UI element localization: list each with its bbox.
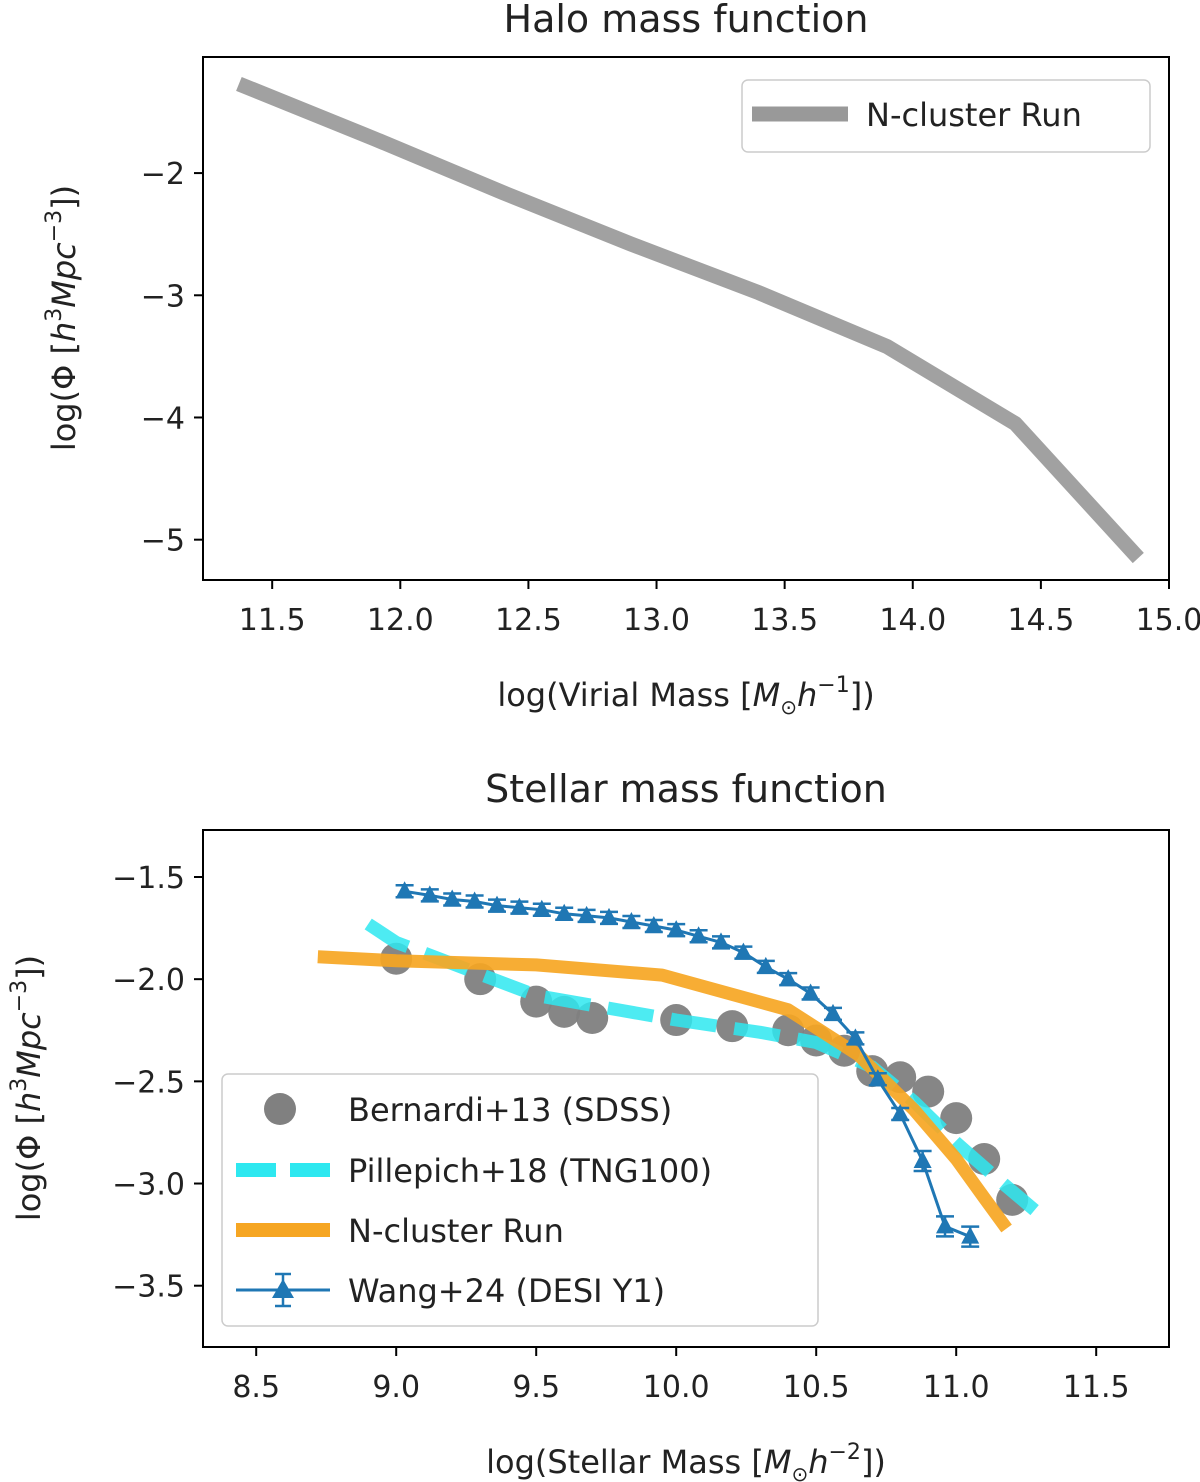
chart-2-x-axis-label: log(Stellar Mass [M⊙h−2]): [486, 1440, 886, 1482]
chart-1-x-axis-label: log(Virial Mass [M⊙h−1]): [497, 673, 874, 719]
chart-2-xtick-label: 10.5: [783, 1370, 850, 1405]
chart-2-plot-area: [317, 881, 1039, 1248]
series-wang-24-desi-y1-chart-2: [395, 881, 980, 1248]
series-wang-24-desi-y1-chart-2-marker: [936, 1216, 954, 1234]
chart-2-title: Stellar mass function: [485, 767, 887, 811]
chart-1-y-ticks: −2 −3 −4 −5: [141, 157, 203, 559]
chart-1-plot-area: [236, 76, 1144, 564]
legend-label-pillepich18: Pillepich+18 (TNG100): [348, 1152, 712, 1190]
chart-2-x-ticks: 8.5 9.0 9.5 10.0 10.5 11.0 11.5: [232, 1347, 1130, 1405]
chart-1-xtick-label: 13.0: [623, 603, 690, 638]
chart-2-axes-frame: [202, 829, 1170, 1348]
series-pillepich-18-tng100-chart-2-line: [364, 918, 1039, 1216]
series-wang-24-desi-y1-chart-2-marker: [488, 895, 506, 913]
series-wang-24-desi-y1-chart-2-marker: [824, 1003, 842, 1021]
chart-2-legend: Bernardi+13 (SDSS) Pillepich+18 (TNG100)…: [221, 1073, 819, 1327]
legend-label-wang24: Wang+24 (DESI Y1): [348, 1272, 665, 1310]
series-wang-24-desi-y1-chart-2-marker: [891, 1104, 910, 1122]
chart-2-y-ticks: −1.5 −2.0 −2.5 −3.0 −3.5: [112, 861, 203, 1305]
chart-1-xtick-label: 11.5: [239, 603, 306, 638]
chart-1-title: Halo mass function: [504, 0, 869, 41]
chart-2-y-axis-label: log(Φ [h3Mpc−3]): [7, 955, 48, 1221]
series-bernardi-13-sdss-chart-2-point: [520, 985, 553, 1018]
series-wang-24-desi-y1-chart-2-marker: [443, 889, 462, 907]
legend-swatch-wang24: [236, 1272, 330, 1308]
chart-2-xtick-label: 8.5: [232, 1370, 280, 1405]
chart-1-xtick-label: 15.0: [1136, 603, 1200, 638]
series-wang-24-desi-y1-chart-2-marker: [600, 907, 618, 925]
chart-2-xtick-label: 10.0: [643, 1370, 710, 1405]
legend-label-n-cluster-run: N-cluster Run: [866, 96, 1082, 134]
series-n-cluster-run-chart-1-line: [236, 76, 1144, 564]
series-wang-24-desi-y1-chart-2-marker: [801, 983, 820, 1001]
legend-swatch-bernardi13: [264, 1093, 296, 1125]
legend-swatch-wang24-marker: [272, 1279, 294, 1298]
chart-1-xtick-label: 14.5: [1007, 603, 1074, 638]
series-n-cluster-run-chart-2-line: [317, 950, 1012, 1233]
chart-2-ytick-label: −3.5: [112, 1270, 185, 1305]
series-n-cluster-run-chart-1: [236, 76, 1144, 564]
series-n-cluster-run-chart-2: [317, 950, 1012, 1233]
series-wang-24-desi-y1-chart-2-marker: [395, 881, 414, 899]
chart-1-xtick-label: 14.0: [879, 603, 946, 638]
series-wang-24-desi-y1-chart-2-marker: [712, 932, 730, 950]
series-wang-24-desi-y1-chart-2-marker: [577, 905, 596, 923]
chart-1-ytick-label: −3: [141, 279, 185, 314]
series-wang-24-desi-y1-chart-2-marker: [420, 885, 439, 903]
chart-1-y-axis-label: log(Φ [h3Mpc−3]): [42, 185, 83, 451]
chart-1-legend-box: [741, 79, 1151, 153]
chart-2-xtick-label: 11.0: [923, 1370, 990, 1405]
series-wang-24-desi-y1-chart-2-marker: [779, 969, 798, 987]
series-wang-24-desi-y1-chart-2-marker: [622, 911, 641, 929]
chart-1-xtick-label: 12.0: [367, 603, 434, 638]
series-wang-24-desi-y1-chart-2-marker: [756, 956, 775, 974]
chart-2-xtick-label: 9.0: [372, 1370, 420, 1405]
series-wang-24-desi-y1-chart-2-marker: [846, 1028, 865, 1046]
series-wang-24-desi-y1-chart-2-marker: [868, 1069, 887, 1087]
legend-label-bernardi13: Bernardi+13 (SDSS): [348, 1091, 672, 1129]
series-wang-24-desi-y1-chart-2-marker: [734, 942, 753, 960]
chart-1-axes-frame: [202, 56, 1170, 581]
chart-2-ytick-label: −2.0: [112, 963, 185, 998]
chart-1-xtick-label: 12.5: [495, 603, 562, 638]
series-wang-24-desi-y1-chart-2-marker: [961, 1226, 980, 1244]
series-wang-24-desi-y1-chart-2-marker: [555, 903, 574, 921]
series-wang-24-desi-y1-chart-2-marker: [465, 891, 484, 909]
chart-1-ytick-label: −4: [141, 401, 185, 436]
chart-2-legend-box: [221, 1073, 819, 1327]
chart-1-ytick-label: −2: [141, 157, 185, 192]
series-pillepich-18-tng100-chart-2: [364, 918, 1039, 1216]
series-wang-24-desi-y1-chart-2-marker: [667, 920, 686, 938]
chart-2-ytick-label: −1.5: [112, 861, 185, 896]
chart-2-ytick-label: −2.5: [112, 1065, 185, 1100]
chart-1-legend: N-cluster Run: [741, 79, 1151, 153]
chart-1-x-ticks: 11.5 12.0 12.5 13.0 13.5 14.0 14.5 15.0: [239, 580, 1200, 638]
chart-2-xtick-label: 11.5: [1063, 1370, 1130, 1405]
series-wang-24-desi-y1-chart-2-marker: [644, 916, 663, 934]
series-bernardi-13-sdss-chart-2-point: [940, 1102, 973, 1135]
halo-mass-function-chart: Halo mass function 11.5 12.0 12.5 13.0 13.5 1…: [42, 0, 1200, 719]
series-wang-24-desi-y1-chart-2-marker: [913, 1151, 932, 1169]
legend-label-n-cluster-run-2: N-cluster Run: [348, 1212, 564, 1250]
series-wang-24-desi-y1-chart-2-marker: [532, 899, 551, 917]
chart-1-ytick-label: −5: [141, 524, 185, 559]
chart-1-xtick-label: 13.5: [751, 603, 818, 638]
stellar-mass-function-chart: Stellar mass function 8.5 9.0 9.5 10.0 10.5 1…: [7, 767, 1170, 1482]
chart-2-ytick-label: −3.0: [112, 1168, 185, 1203]
series-wang-24-desi-y1-chart-2-marker: [689, 926, 708, 944]
chart-2-xtick-label: 9.5: [512, 1370, 560, 1405]
series-wang-24-desi-y1-chart-2-marker: [510, 897, 529, 915]
